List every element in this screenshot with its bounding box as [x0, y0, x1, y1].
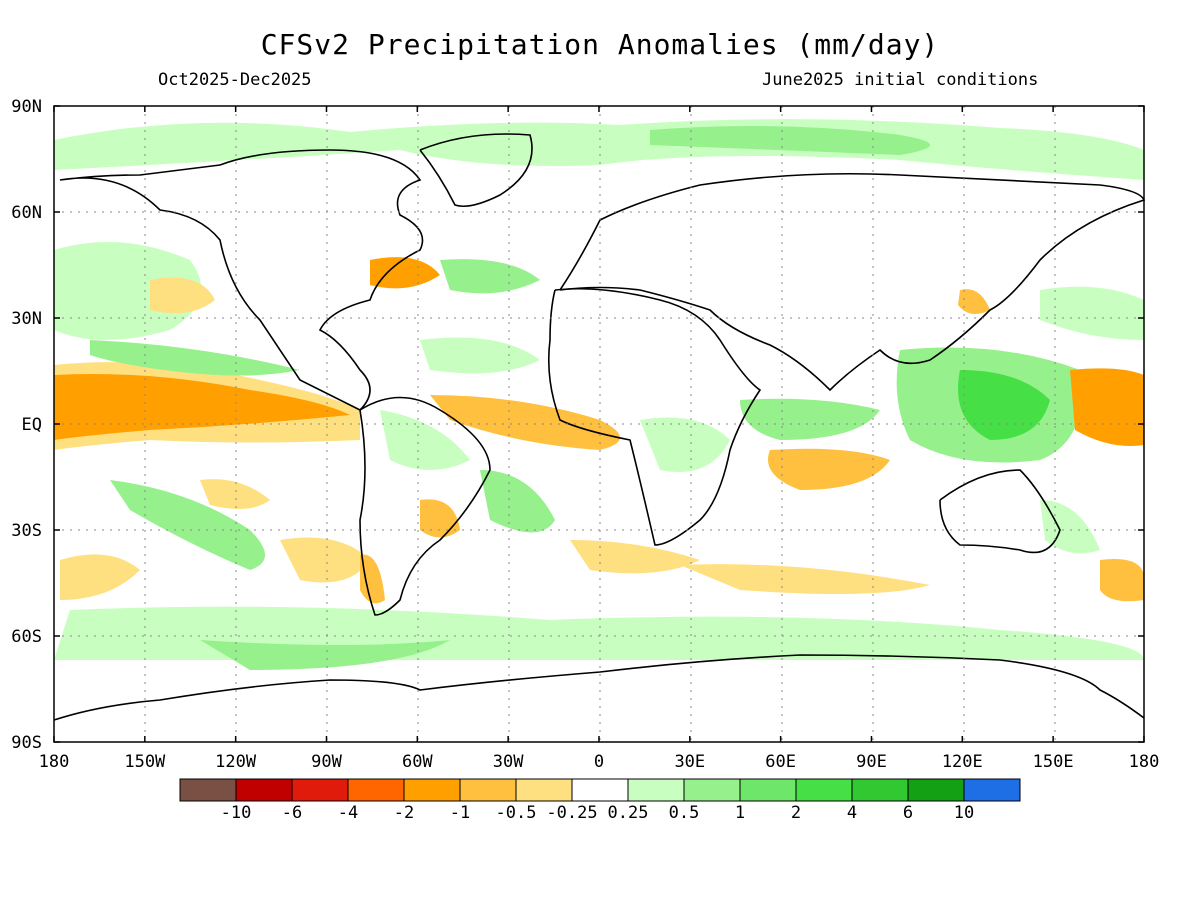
- lon-label: 150W: [124, 752, 166, 772]
- anomaly-sio-dry: [680, 564, 930, 594]
- colorbar-label: 1: [735, 803, 745, 823]
- eurasia-coast: [559, 172, 1146, 392]
- colorbar-swatch: [907, 778, 965, 802]
- lon-label: 120W: [215, 752, 257, 772]
- colorbar-label: 6: [903, 803, 913, 823]
- lat-label: 30N: [11, 309, 42, 329]
- anomaly-io-wet: [740, 398, 880, 440]
- anomaly-tasman-dry: [1100, 559, 1144, 602]
- colorbar-swatch: [683, 778, 741, 802]
- colorbar-label: -0.25: [546, 803, 597, 823]
- lon-label: 180: [1129, 752, 1160, 772]
- colorbar-swatch: [739, 778, 797, 802]
- colorbar-label: -2: [394, 803, 414, 823]
- anomaly-so-wet: [54, 606, 1144, 660]
- colorbar-swatch: [627, 778, 685, 802]
- colorbar-swatch: [515, 778, 573, 802]
- anomaly-eqpac-wet: [90, 340, 300, 376]
- anomaly-arctic-wet2: [650, 126, 930, 155]
- colorbar-label: -10: [221, 803, 252, 823]
- colorbar-swatch: [459, 778, 517, 802]
- lon-label: 150E: [1033, 752, 1074, 772]
- lat-label: EQ: [22, 415, 42, 435]
- colorbar-swatch: [851, 778, 909, 802]
- lat-label: 30S: [11, 521, 42, 541]
- lat-label: 90N: [11, 97, 42, 117]
- anomaly-trop-atl-dry: [430, 395, 620, 450]
- colorbar-swatch: [347, 778, 405, 802]
- lon-label: 60W: [402, 752, 433, 772]
- colorbar-label: 2: [791, 803, 801, 823]
- lon-label: 90E: [856, 752, 887, 772]
- colorbar: -10 -6 -4 -2 -1 -0.5 -0.25 0.25 0.5 1 2 4 6 10: [179, 778, 1021, 823]
- africa-coast: [548, 287, 762, 546]
- gridlines: [54, 106, 1144, 742]
- lon-label: 0: [594, 752, 604, 772]
- colorbar-swatch: [963, 778, 1021, 802]
- colorbar-label: 10: [954, 803, 974, 823]
- anomaly-npac-wet: [54, 242, 202, 340]
- south-america-coast: [359, 396, 491, 616]
- colorbar-label: -0.5: [496, 803, 537, 823]
- lat-label: 90S: [11, 733, 42, 753]
- lat-label: 60S: [11, 627, 42, 647]
- lon-label: 90W: [311, 752, 342, 772]
- anomaly-natl-dry: [370, 257, 440, 289]
- north-america-coast: [59, 149, 424, 411]
- anomaly-npac-dry: [150, 277, 215, 314]
- anomaly-spac-wet: [110, 480, 265, 570]
- initial-conditions: June2025 initial conditions: [762, 70, 1039, 90]
- chart-title: CFSv2 Precipitation Anomalies (mm/day): [260, 28, 940, 61]
- anomaly-field: [54, 119, 1144, 670]
- anomaly-spac-dry2: [200, 479, 270, 509]
- longitude-axis: 180 150W 120W 90W 60W 30W 0 30E 60E 90E 120E 150E 18…: [39, 106, 1160, 772]
- anomaly-spac-dry: [60, 554, 140, 600]
- antarctica-coast: [53, 654, 1145, 721]
- anomaly-wpac-wet-strong: [958, 370, 1050, 440]
- anomaly-so-wet2: [200, 640, 450, 670]
- colorbar-swatch: [403, 778, 461, 802]
- anomaly-trop-atl-wet: [420, 337, 540, 374]
- anomaly-satl-dry: [570, 540, 700, 574]
- colorbar-swatch: [235, 778, 293, 802]
- anomaly-satl-wet: [480, 470, 555, 533]
- colorbar-label: 4: [847, 803, 857, 823]
- forecast-period: Oct2025-Dec2025: [158, 70, 312, 90]
- anomaly-andes-dry: [360, 554, 385, 604]
- australia-coast: [939, 469, 1061, 554]
- colorbar-swatch: [795, 778, 853, 802]
- colorbar-label: -6: [282, 803, 302, 823]
- colorbar-label: 0.5: [669, 803, 700, 823]
- anomaly-samerica-dry: [420, 499, 460, 538]
- colorbar-label: -1: [450, 803, 470, 823]
- colorbar-swatch: [291, 778, 349, 802]
- coastlines: [53, 133, 1146, 721]
- anomaly-cafrica-wet: [640, 417, 730, 472]
- lon-label: 60E: [765, 752, 796, 772]
- lon-label: 30W: [493, 752, 524, 772]
- colorbar-swatch: [179, 778, 237, 802]
- colorbar-swatch: [571, 778, 629, 802]
- anomaly-io-dry: [768, 448, 890, 490]
- anomaly-natl-wet: [440, 259, 540, 294]
- anomaly-ne-asia-wet: [1040, 286, 1144, 340]
- anomaly-arctic-wet: [54, 119, 1144, 180]
- colorbar-label: 0.25: [608, 803, 649, 823]
- colorbar-label: -4: [338, 803, 358, 823]
- lon-label: 30E: [674, 752, 705, 772]
- lon-label: 120E: [942, 752, 983, 772]
- greenland-coast: [419, 133, 533, 208]
- lat-label: 60N: [11, 203, 42, 223]
- anomaly-spac-dry3: [280, 537, 370, 583]
- latitude-axis: 90N 60N 30N EQ 30S 60S 90S: [11, 97, 1144, 753]
- anomaly-cpac-dry: [1070, 368, 1144, 446]
- lon-label: 180: [39, 752, 70, 772]
- anomaly-china-dry: [958, 289, 990, 314]
- anomaly-amazon-wet: [380, 410, 470, 470]
